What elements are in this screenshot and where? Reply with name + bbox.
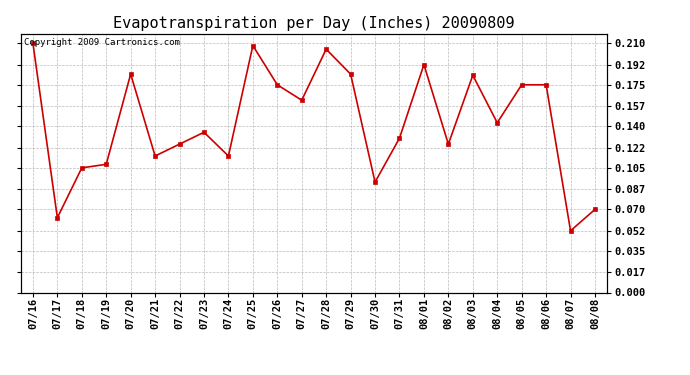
Text: Copyright 2009 Cartronics.com: Copyright 2009 Cartronics.com (23, 38, 179, 46)
Title: Evapotranspiration per Day (Inches) 20090809: Evapotranspiration per Day (Inches) 2009… (113, 16, 515, 31)
